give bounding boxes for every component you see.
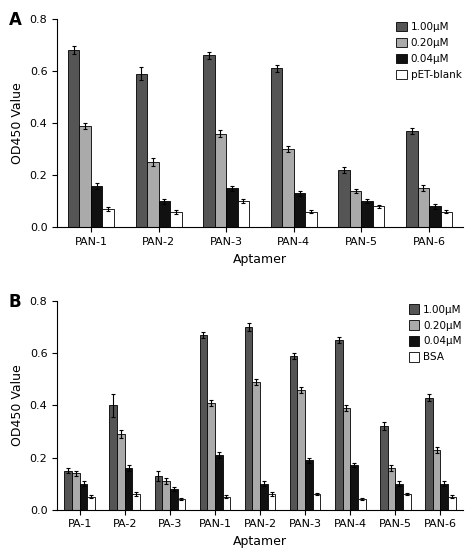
Bar (290, 356, 297, 510)
Legend: 1.00μM, 0.20μM, 0.04μM, BSA: 1.00μM, 0.20μM, 0.04μM, BSA (409, 304, 462, 362)
Bar (388, 468, 395, 510)
Bar (440, 212, 452, 228)
Bar (260, 484, 268, 510)
Bar (80, 484, 87, 510)
X-axis label: Aptamer: Aptamer (233, 535, 287, 548)
Bar (380, 427, 388, 510)
Bar (80, 126, 91, 228)
Bar (91, 186, 102, 228)
Bar (297, 390, 305, 510)
Bar (109, 405, 117, 510)
Bar (215, 455, 223, 510)
Bar (283, 149, 294, 228)
X-axis label: Aptamer: Aptamer (233, 253, 287, 266)
Bar (425, 397, 433, 510)
Bar (170, 489, 177, 510)
Bar (305, 212, 317, 228)
Bar (440, 484, 448, 510)
Bar (170, 212, 182, 228)
Bar (429, 206, 440, 228)
Text: A: A (9, 11, 21, 29)
Bar (102, 209, 114, 228)
Bar (155, 476, 162, 510)
Bar (373, 206, 384, 228)
Bar (418, 188, 429, 228)
Bar (132, 494, 140, 510)
Bar (268, 494, 275, 510)
Bar (237, 201, 249, 228)
Y-axis label: OD450 Value: OD450 Value (11, 82, 24, 164)
Y-axis label: OD450 Value: OD450 Value (11, 364, 24, 446)
Bar (343, 408, 350, 510)
Bar (117, 434, 125, 510)
Bar (350, 191, 362, 228)
Bar (207, 403, 215, 510)
Bar (64, 471, 72, 510)
Bar (226, 188, 237, 228)
Bar (245, 327, 252, 510)
Bar (271, 68, 283, 228)
Bar (125, 468, 132, 510)
Bar (448, 496, 456, 510)
Bar (335, 340, 343, 510)
Bar (406, 131, 418, 228)
Bar (362, 201, 373, 228)
Bar (162, 481, 170, 510)
Bar (350, 465, 358, 510)
Bar (395, 484, 403, 510)
Text: B: B (9, 293, 21, 311)
Bar (136, 74, 147, 228)
Bar (305, 460, 313, 510)
Bar (203, 55, 215, 228)
Bar (87, 496, 95, 510)
Bar (433, 449, 440, 510)
Bar (223, 496, 230, 510)
Bar (252, 382, 260, 510)
Bar (313, 494, 320, 510)
Bar (338, 170, 350, 228)
Bar (177, 499, 185, 510)
Bar (159, 201, 170, 228)
Bar (294, 193, 305, 228)
Bar (147, 162, 159, 228)
Bar (358, 499, 365, 510)
Bar (215, 134, 226, 228)
Legend: 1.00μM, 0.20μM, 0.04μM, pET-blank: 1.00μM, 0.20μM, 0.04μM, pET-blank (396, 22, 462, 80)
Bar (200, 335, 207, 510)
Bar (72, 473, 80, 510)
Bar (403, 494, 410, 510)
Bar (68, 50, 80, 228)
